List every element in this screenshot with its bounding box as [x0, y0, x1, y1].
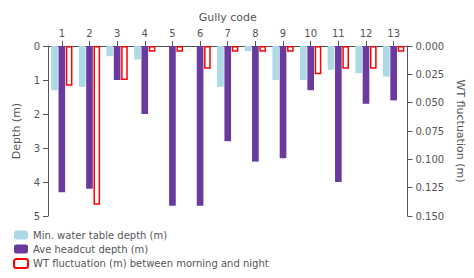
svg-text:11: 11 [332, 28, 345, 39]
svg-text:2: 2 [86, 28, 92, 39]
svg-text:3: 3 [114, 28, 120, 39]
svg-text:0.125: 0.125 [415, 182, 444, 193]
svg-text:WT fluctuation (m): WT fluctuation (m) [454, 80, 467, 183]
svg-text:5: 5 [34, 211, 40, 222]
svg-text:1: 1 [34, 75, 40, 86]
svg-text:Ave headcut depth (m): Ave headcut depth (m) [33, 244, 148, 255]
svg-text:0.150: 0.150 [415, 211, 444, 222]
svg-text:0.025: 0.025 [415, 69, 444, 80]
svg-text:0.000: 0.000 [415, 41, 444, 52]
svg-text:Gully code: Gully code [199, 11, 257, 24]
svg-text:6: 6 [197, 28, 203, 39]
svg-text:3: 3 [34, 143, 40, 154]
svg-text:0.050: 0.050 [415, 97, 444, 108]
svg-text:9: 9 [280, 28, 286, 39]
svg-text:0.075: 0.075 [415, 126, 444, 137]
svg-text:2: 2 [34, 109, 40, 120]
svg-text:Min. water table depth (m): Min. water table depth (m) [33, 230, 167, 241]
svg-text:5: 5 [169, 28, 175, 39]
svg-text:Depth (m): Depth (m) [10, 103, 23, 159]
svg-text:7: 7 [225, 28, 231, 39]
svg-text:1: 1 [59, 28, 65, 39]
svg-text:WT fluctuation (m) between mor: WT fluctuation (m) between morning and n… [33, 258, 269, 269]
svg-text:13: 13 [387, 28, 400, 39]
svg-text:4: 4 [142, 28, 148, 39]
svg-text:0: 0 [34, 41, 40, 52]
svg-text:8: 8 [252, 28, 258, 39]
svg-text:10: 10 [304, 28, 317, 39]
svg-text:0.100: 0.100 [415, 154, 444, 165]
svg-text:4: 4 [34, 177, 40, 188]
svg-text:12: 12 [360, 28, 373, 39]
